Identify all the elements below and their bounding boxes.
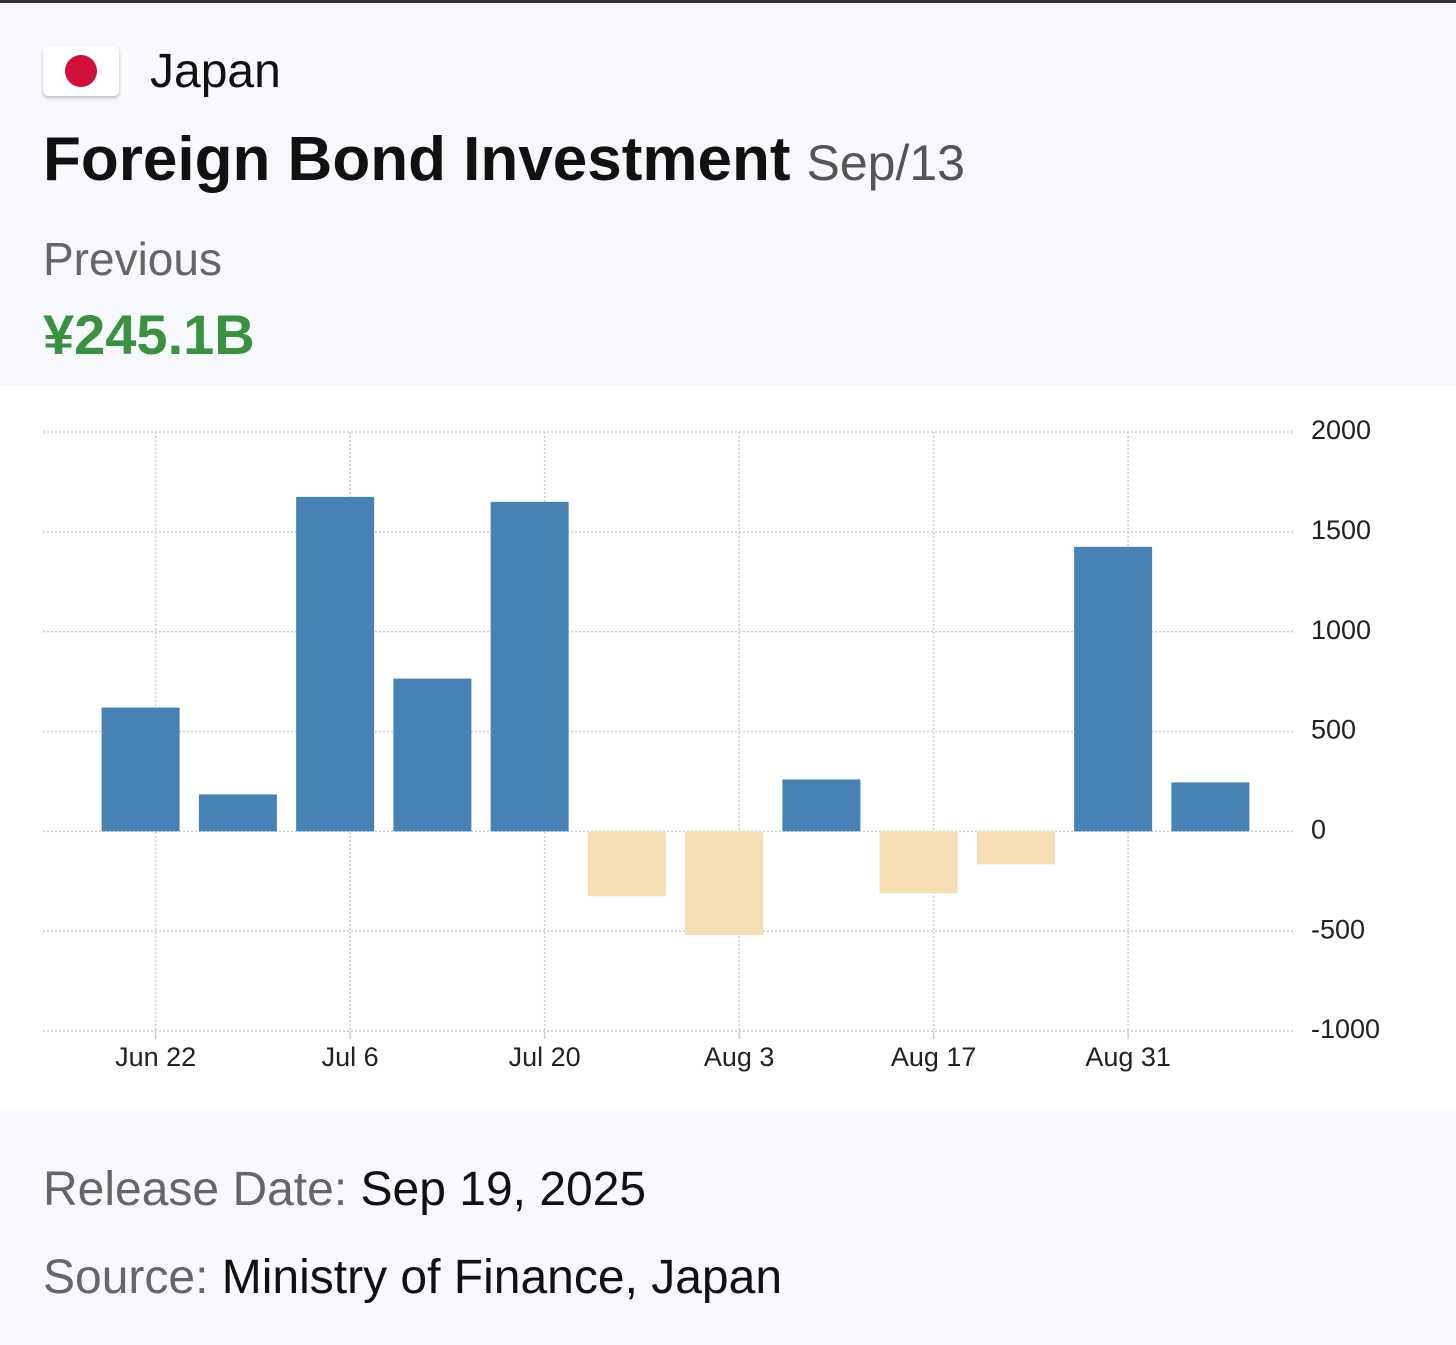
bar <box>587 831 666 897</box>
source-label: Source: <box>43 1251 209 1304</box>
release-date: Sep 19, 2025 <box>360 1163 647 1216</box>
chart: 2000 1500 1000 500 0 -500 -1000 Jun 22 Jul 6 Jul … <box>43 415 1380 1072</box>
bar <box>1171 782 1250 832</box>
y-tick-label: -1000 <box>1311 1014 1380 1044</box>
bar <box>976 831 1055 865</box>
bar <box>1074 546 1153 832</box>
title-row: Foreign Bond Investment Sep/13 <box>43 124 965 195</box>
flag-icon <box>43 46 119 96</box>
bar <box>490 501 569 832</box>
bar <box>198 794 277 832</box>
title: Foreign Bond Investment <box>43 125 791 194</box>
x-tick-label: Aug 17 <box>891 1042 977 1072</box>
bar <box>393 678 472 832</box>
previous-label: Previous <box>43 233 222 285</box>
y-tick-label: 2000 <box>1311 415 1371 445</box>
release-label: Release Date: <box>43 1163 348 1216</box>
y-tick-label: 0 <box>1311 814 1326 844</box>
bar <box>782 779 861 832</box>
x-tick-label: Aug 31 <box>1085 1042 1171 1072</box>
x-tick-label: Aug 3 <box>704 1042 775 1072</box>
y-tick-label: 500 <box>1311 715 1356 745</box>
release-row: Release Date: Sep 19, 2025 <box>43 1162 646 1217</box>
bar <box>101 707 180 832</box>
x-tick-label: Jun 22 <box>115 1042 196 1072</box>
bar <box>296 496 375 832</box>
source-row: Source: Ministry of Finance, Japan <box>43 1250 782 1305</box>
y-tick-label: 1500 <box>1311 515 1371 545</box>
previous-value: ¥245.1B <box>43 303 255 366</box>
bar <box>879 831 958 894</box>
top-border <box>0 0 1456 3</box>
flag-circle <box>65 55 97 87</box>
y-tick-label: -500 <box>1311 914 1365 944</box>
bar <box>685 831 764 936</box>
x-tick-label: Jul 20 <box>509 1042 581 1072</box>
y-tick-label: 1000 <box>1311 615 1371 645</box>
chart-panel: 2000 1500 1000 500 0 -500 -1000 Jun 22 Jul 6 Jul … <box>0 385 1456 1110</box>
x-tick-label: Jul 6 <box>322 1042 379 1072</box>
period: Sep/13 <box>806 135 965 191</box>
country: Japan <box>150 45 281 98</box>
source: Ministry of Finance, Japan <box>221 1251 783 1304</box>
